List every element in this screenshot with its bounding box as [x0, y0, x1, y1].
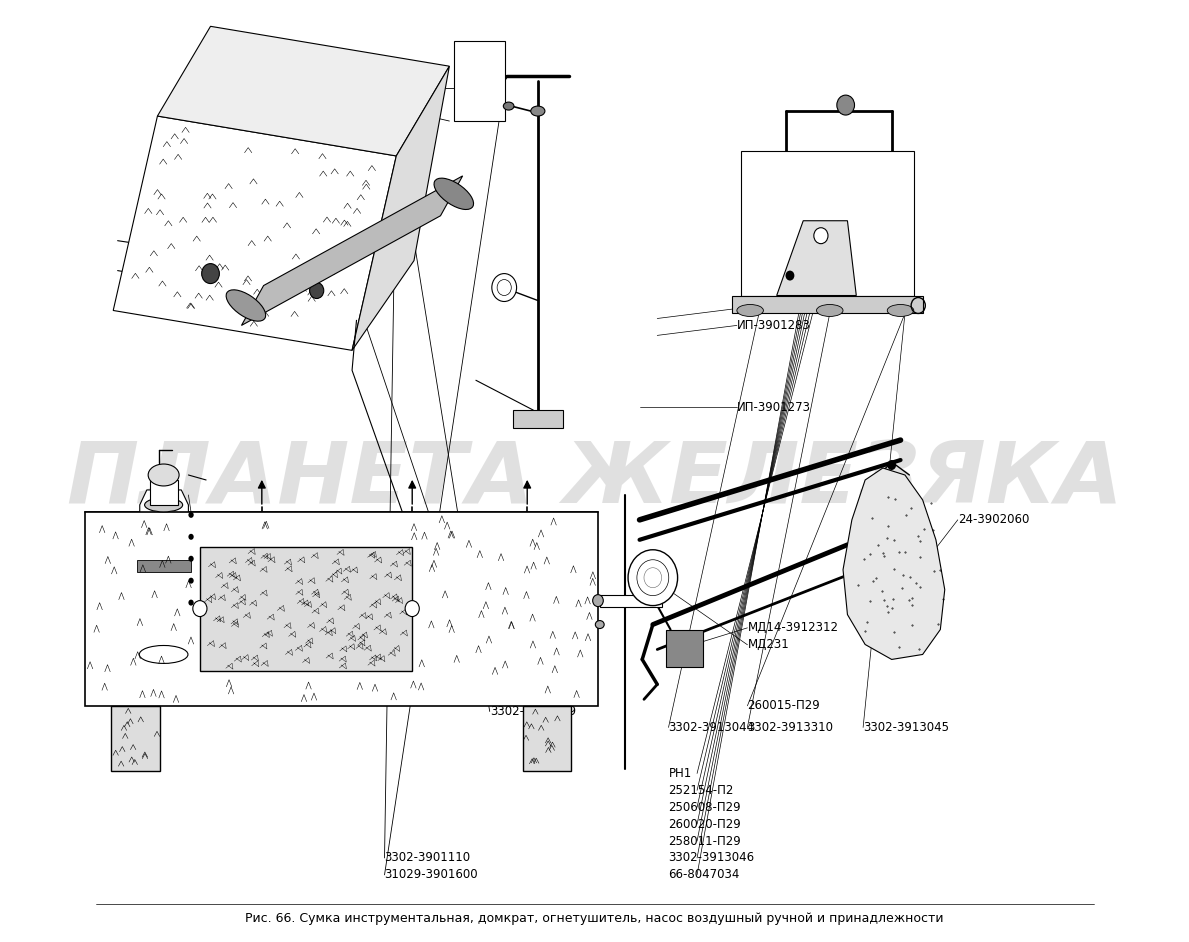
Circle shape — [188, 512, 194, 518]
Text: 31029-3914080: 31029-3914080 — [206, 521, 300, 534]
Circle shape — [188, 556, 194, 561]
Text: 3302-3913046: 3302-3913046 — [668, 852, 755, 865]
Polygon shape — [776, 220, 856, 296]
Text: 24-3902060: 24-3902060 — [958, 513, 1030, 527]
Text: 252274-П29: 252274-П29 — [206, 553, 278, 566]
Text: 3302-3913346: 3302-3913346 — [737, 302, 823, 315]
Circle shape — [309, 283, 323, 299]
Bar — [112, 706, 161, 771]
Text: 3302-3913310: 3302-3913310 — [748, 721, 833, 734]
Bar — [523, 706, 572, 771]
Text: 66-8047034: 66-8047034 — [668, 869, 740, 882]
Circle shape — [188, 577, 194, 584]
Circle shape — [628, 550, 678, 606]
Ellipse shape — [503, 102, 514, 110]
Bar — [599, 594, 661, 607]
Text: ИП-3901273: ИП-3901273 — [737, 400, 811, 414]
Text: 260020-П29: 260020-П29 — [668, 818, 741, 831]
Ellipse shape — [149, 464, 180, 486]
Text: 12-3901472: 12-3901472 — [206, 537, 277, 550]
Bar — [84, 512, 598, 706]
Text: 3302-3901112: 3302-3901112 — [206, 601, 292, 613]
Text: РН1: РН1 — [668, 767, 692, 780]
Text: ПЛАНЕТА ЖЕЛЕЗЯКА: ПЛАНЕТА ЖЕЛЕЗЯКА — [67, 438, 1122, 522]
Text: 3302-3901010: 3302-3901010 — [490, 688, 575, 701]
Ellipse shape — [592, 594, 603, 607]
Circle shape — [837, 95, 855, 115]
Text: 250608-П29: 250608-П29 — [668, 801, 741, 814]
Bar — [741, 151, 914, 296]
Text: 31029-3901600: 31029-3901600 — [384, 869, 478, 882]
Text: 3302-3913044: 3302-3913044 — [668, 721, 755, 734]
Ellipse shape — [434, 178, 473, 209]
Text: 3302-3913045: 3302-3913045 — [863, 721, 949, 734]
Text: ИП-3901283: ИП-3901283 — [737, 319, 811, 332]
Bar — [514, 410, 562, 428]
Text: Рис. 66. Сумка инструментальная, домкрат, огнетушитель, насос воздушный ручной и: Рис. 66. Сумка инструментальная, домкрат… — [245, 912, 944, 925]
Circle shape — [188, 534, 194, 540]
Ellipse shape — [530, 106, 545, 116]
Text: 258011-П29: 258011-П29 — [668, 835, 741, 848]
Polygon shape — [241, 176, 463, 325]
Polygon shape — [150, 480, 178, 505]
Ellipse shape — [145, 498, 183, 512]
Circle shape — [193, 601, 207, 617]
Text: 252154-П2: 252154-П2 — [668, 784, 734, 797]
Circle shape — [188, 600, 194, 606]
Ellipse shape — [596, 621, 604, 628]
Polygon shape — [140, 490, 188, 655]
Ellipse shape — [139, 645, 188, 663]
Polygon shape — [113, 116, 396, 350]
Text: МД231: МД231 — [748, 639, 789, 651]
Bar — [454, 41, 505, 121]
Text: ОПУ-2-02: ОПУ-2-02 — [206, 585, 262, 598]
Circle shape — [786, 270, 794, 281]
Circle shape — [813, 228, 828, 244]
Text: 3302-3901049: 3302-3901049 — [490, 705, 575, 718]
Polygon shape — [352, 66, 449, 350]
Polygon shape — [157, 26, 449, 156]
Ellipse shape — [226, 290, 265, 321]
Ellipse shape — [817, 304, 843, 317]
Text: 260015-П29: 260015-П29 — [748, 699, 820, 712]
Text: 250608-П29: 250608-П29 — [206, 569, 278, 582]
Polygon shape — [843, 468, 945, 659]
Bar — [137, 560, 191, 572]
Bar — [666, 629, 703, 668]
Text: 3302-3901110: 3302-3901110 — [384, 852, 471, 865]
Circle shape — [202, 264, 219, 284]
Ellipse shape — [887, 304, 914, 317]
Text: МД14-3912312: МД14-3912312 — [748, 622, 838, 634]
Circle shape — [887, 460, 897, 470]
Ellipse shape — [737, 304, 763, 317]
Circle shape — [405, 601, 420, 617]
Bar — [732, 296, 923, 314]
Bar — [200, 546, 413, 672]
Circle shape — [492, 273, 516, 301]
